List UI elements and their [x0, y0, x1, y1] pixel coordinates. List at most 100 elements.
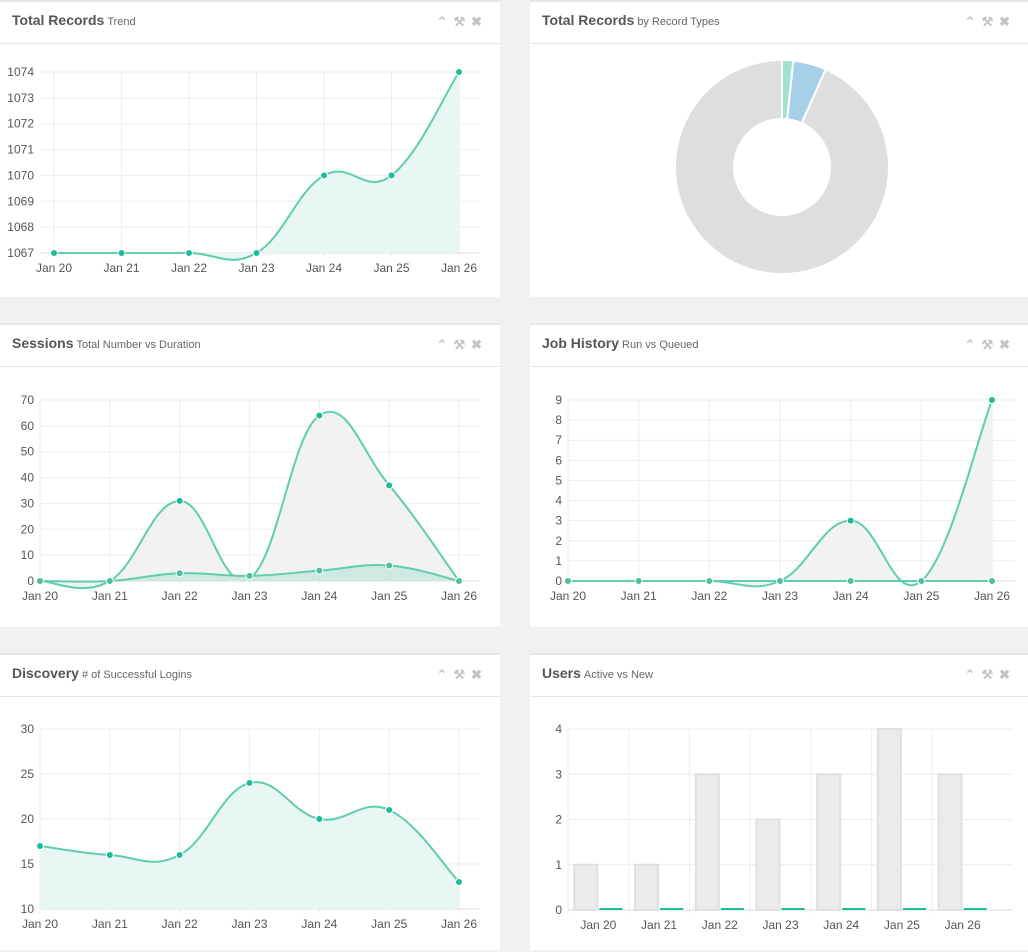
data-point[interactable] [245, 571, 254, 580]
data-point[interactable] [36, 842, 44, 850]
data-point[interactable] [185, 249, 193, 257]
data-point[interactable] [387, 171, 396, 180]
y-tick-label: 0 [27, 574, 34, 588]
y-tick-label: 1074 [7, 65, 34, 79]
y-tick-label: 0 [555, 903, 562, 917]
data-point[interactable] [846, 577, 855, 585]
wrench-icon[interactable]: ⚒ [981, 337, 1000, 352]
bar-new[interactable] [963, 908, 987, 910]
data-point[interactable] [315, 815, 324, 823]
data-point[interactable] [50, 249, 58, 257]
bar-active[interactable] [876, 728, 902, 911]
data-point[interactable] [315, 411, 324, 420]
data-point[interactable] [117, 249, 126, 257]
panel-header: Total Records by Record Types ⌃⚒✖ [530, 2, 1028, 44]
pie-slice[interactable] [674, 58, 890, 275]
chart: 10 15 20 25 30 Jan 20 Jan 21 Jan 22 Jan 23 Jan 24… [21, 722, 480, 931]
y-tick-label: 2 [555, 813, 562, 827]
y-tick-label: 1 [555, 554, 562, 568]
bar-active[interactable] [694, 773, 720, 911]
data-point[interactable] [705, 577, 714, 585]
data-point[interactable] [564, 577, 572, 585]
data-point[interactable] [988, 577, 996, 585]
bar-active[interactable] [937, 773, 963, 911]
data-point[interactable] [175, 569, 184, 578]
data-point[interactable] [105, 577, 114, 585]
bar-new[interactable] [720, 908, 744, 910]
panel-subtitle: Run vs Queued [622, 339, 699, 351]
panel-header: Job History Run vs Queued ⌃⚒✖ [530, 325, 1028, 367]
x-tick-label: Jan 24 [823, 918, 859, 932]
data-point[interactable] [917, 577, 926, 585]
bar-new[interactable] [902, 908, 926, 910]
wrench-icon[interactable]: ⚒ [981, 667, 1000, 682]
data-point[interactable] [385, 561, 394, 570]
data-point[interactable] [455, 878, 463, 886]
data-point[interactable] [36, 577, 44, 585]
x-tick-label: Jan 26 [974, 589, 1010, 603]
bar-new[interactable] [599, 908, 623, 910]
close-icon[interactable]: ✖ [999, 337, 1016, 352]
chevron-up-icon[interactable]: ⌃ [964, 14, 982, 29]
x-tick-label: Jan 22 [162, 917, 198, 931]
wrench-icon[interactable]: ⚒ [453, 14, 472, 29]
chevron-up-icon[interactable]: ⌃ [436, 337, 454, 352]
chevron-up-icon[interactable]: ⌃ [436, 14, 454, 29]
y-tick-label: 2 [555, 534, 562, 548]
data-point[interactable] [385, 806, 394, 814]
x-tick-label: Jan 24 [301, 917, 337, 931]
data-point[interactable] [776, 577, 784, 585]
chart: 0 1 2 3 4 5 6 7 8 9 Jan 20 Jan 21 Jan 22 Jan 23 Jan 24… [550, 393, 1015, 603]
bar-active[interactable] [634, 863, 660, 911]
x-tick-label: Jan 24 [301, 589, 337, 603]
panel-header: Total Records Trend ⌃⚒✖ [0, 2, 500, 44]
chevron-up-icon[interactable]: ⌃ [964, 337, 982, 352]
data-point[interactable] [988, 396, 996, 404]
data-point[interactable] [315, 566, 324, 575]
y-tick-label: 1073 [7, 91, 34, 105]
data-point[interactable] [252, 249, 261, 257]
x-tick-label: Jan 20 [22, 917, 58, 931]
chevron-up-icon[interactable]: ⌃ [436, 667, 454, 682]
widget-panel: Job History Run vs Queued ⌃⚒✖ 0 1 2 3 4 5 6 7 8 9 Ja… [530, 323, 1028, 627]
x-tick-label: Jan 24 [306, 261, 342, 275]
data-point[interactable] [320, 171, 328, 180]
panel-subtitle: Active vs New [583, 669, 653, 681]
x-tick-label: Jan 23 [231, 589, 267, 603]
close-icon[interactable]: ✖ [999, 14, 1016, 29]
data-point[interactable] [455, 68, 463, 76]
data-point[interactable] [245, 779, 254, 787]
chevron-up-icon[interactable]: ⌃ [964, 667, 982, 682]
close-icon[interactable]: ✖ [471, 667, 488, 682]
x-tick-label: Jan 20 [22, 589, 58, 603]
wrench-icon[interactable]: ⚒ [453, 667, 472, 682]
bar-new[interactable] [781, 908, 805, 910]
widget-panel: Total Records Trend ⌃⚒✖ 1067 1068 1069 1070 10… [0, 0, 500, 297]
y-tick-label: 40 [21, 471, 35, 485]
data-point[interactable] [846, 516, 855, 525]
data-point[interactable] [634, 577, 643, 585]
chart [674, 58, 890, 275]
data-point[interactable] [175, 496, 184, 505]
data-point[interactable] [385, 481, 394, 490]
x-tick-label: Jan 25 [903, 589, 939, 603]
data-point[interactable] [105, 851, 114, 859]
bar-new[interactable] [842, 908, 866, 910]
close-icon[interactable]: ✖ [471, 14, 488, 29]
panel-title: Total Records [542, 12, 635, 28]
wrench-icon[interactable]: ⚒ [453, 337, 472, 352]
wrench-icon[interactable]: ⚒ [981, 14, 1000, 29]
panel-title: Job History [542, 335, 620, 351]
close-icon[interactable]: ✖ [999, 667, 1016, 682]
data-point[interactable] [175, 851, 184, 859]
data-point[interactable] [455, 577, 463, 585]
bar-active[interactable] [816, 773, 842, 911]
y-tick-label: 1072 [7, 117, 34, 131]
series-area [40, 411, 459, 589]
y-tick-label: 1071 [7, 143, 34, 157]
bar-active[interactable] [573, 863, 599, 911]
bar-active[interactable] [755, 818, 781, 911]
close-icon[interactable]: ✖ [471, 337, 488, 352]
y-tick-label: 8 [555, 413, 562, 427]
bar-new[interactable] [660, 908, 684, 910]
